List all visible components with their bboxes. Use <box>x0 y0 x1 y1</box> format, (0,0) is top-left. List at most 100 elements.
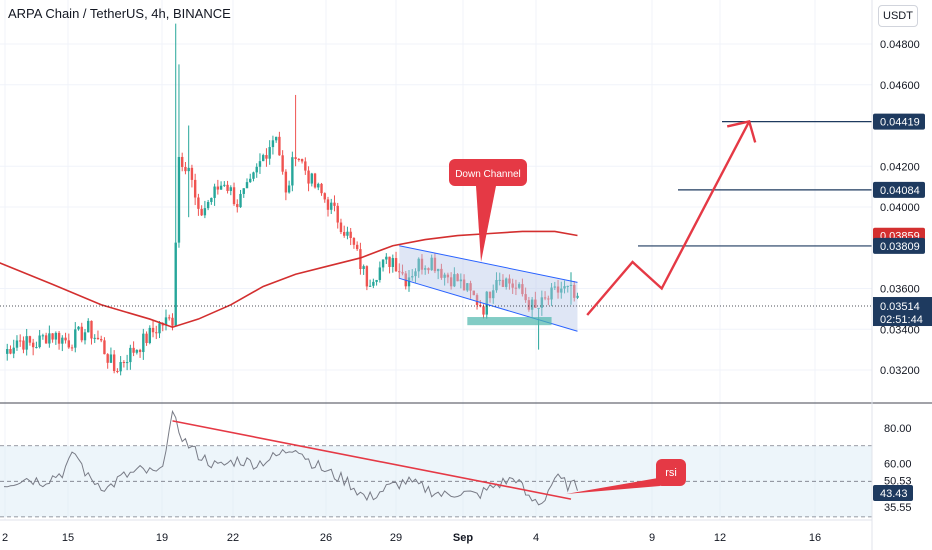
candle-body <box>22 340 25 350</box>
candle-body <box>349 231 352 239</box>
candle-body <box>501 279 505 287</box>
candle-body <box>265 155 268 159</box>
candle-body <box>563 286 566 289</box>
candle-body <box>138 349 142 353</box>
candle-body <box>521 284 524 295</box>
candle-body <box>495 279 498 291</box>
candle-body <box>87 320 90 333</box>
candle-body <box>508 278 511 284</box>
time-tick-label: 12 <box>714 532 726 544</box>
candle-body <box>453 274 456 287</box>
candle-body <box>74 329 77 348</box>
candle-body <box>391 258 394 267</box>
price-tick-label: 0.03200 <box>880 365 920 377</box>
rsi-callout-box <box>656 459 686 486</box>
candle-body <box>527 300 531 310</box>
candle-body <box>346 231 349 236</box>
candle-body <box>313 173 317 188</box>
candle-body <box>401 272 404 274</box>
candle-body <box>158 323 161 334</box>
candle-body <box>355 244 359 250</box>
candle-body <box>184 166 187 172</box>
candle-body <box>300 159 304 162</box>
candle-body <box>9 349 12 354</box>
chart-title[interactable]: ARPA Chain / TetherUS, 4h, BINANCE <box>8 6 231 21</box>
time-tick-label: Sep <box>453 532 473 544</box>
candle-body <box>171 317 174 326</box>
candle-body <box>407 277 411 287</box>
candle-body <box>38 335 41 348</box>
candle-body <box>291 157 294 186</box>
rsi-line <box>3 409 578 506</box>
candle-body <box>375 279 378 282</box>
candle-body <box>547 298 550 300</box>
axes: 0.04800 0.04600 0.04200 0.04000 0.03600 0.034… <box>2 39 920 544</box>
last-price-box <box>873 297 932 327</box>
candle-body <box>239 193 242 208</box>
time-tick-label: 29 <box>390 532 402 544</box>
candle-body <box>100 339 103 341</box>
candle-body <box>164 317 168 326</box>
candle-body <box>19 340 22 342</box>
candle-body <box>132 347 135 353</box>
candle-body <box>232 187 236 205</box>
candle-body <box>223 184 226 186</box>
candle-body <box>573 284 576 298</box>
candle-body <box>427 268 430 271</box>
candle-body <box>174 242 177 326</box>
currency-button[interactable]: USDT <box>878 5 918 27</box>
candle-body <box>155 332 158 334</box>
candle-body <box>566 285 569 287</box>
candle-body <box>550 287 553 300</box>
rsi-callout-label: rsi <box>665 467 677 479</box>
candle-body <box>258 161 262 167</box>
candle-body <box>203 208 207 216</box>
candle-body <box>560 288 563 293</box>
candle-body <box>307 170 310 184</box>
rsi-layer: rsi <box>3 409 686 506</box>
candle-body <box>517 284 521 288</box>
candle-body <box>80 326 83 341</box>
price-label-value: 0.04084 <box>880 185 920 197</box>
price-tick-label: 0.04800 <box>880 39 920 51</box>
candle-body <box>106 354 109 363</box>
candle-body <box>576 295 579 298</box>
rsi-callout[interactable]: rsi <box>566 459 686 494</box>
candle-body <box>226 184 229 191</box>
price-label-target: 0.04419 <box>873 113 925 130</box>
price-tick-label: 0.04000 <box>880 202 920 214</box>
candle-body <box>287 185 291 193</box>
candle-body <box>534 299 537 308</box>
bar-countdown: 02:51:44 <box>880 314 923 326</box>
rsi-value-label: 35.55 <box>884 502 912 514</box>
candle-body <box>394 258 398 272</box>
candle-body <box>119 362 122 372</box>
rsi-tick-label: 60.00 <box>884 459 912 471</box>
candle-body <box>475 295 479 305</box>
candle-body <box>122 362 126 364</box>
price-label-box <box>873 181 925 198</box>
candle-body <box>116 370 119 372</box>
candle-body <box>142 333 145 353</box>
price-label-value: 0.04419 <box>880 117 920 129</box>
price-label-box <box>873 113 925 130</box>
projection-arrowhead <box>726 120 757 143</box>
candle-body <box>96 337 100 340</box>
candle-body <box>25 336 28 350</box>
candle-body <box>245 182 249 189</box>
candle-body <box>297 158 301 160</box>
time-tick-label: 19 <box>156 532 168 544</box>
candle-body <box>449 277 453 287</box>
candle-body <box>440 268 443 278</box>
candle-body <box>252 172 255 179</box>
candle-body <box>482 306 485 315</box>
candle-body <box>168 317 171 319</box>
candle-body <box>378 267 382 280</box>
support-zone <box>467 317 552 326</box>
price-label-level-2: 0.04084 <box>873 181 925 198</box>
down-channel-callout[interactable]: Down Channel <box>449 159 527 262</box>
rsi-value-label: 50.53 <box>884 475 912 487</box>
candle-body <box>93 337 96 339</box>
candle-body <box>12 347 15 354</box>
candle-body <box>553 286 556 288</box>
